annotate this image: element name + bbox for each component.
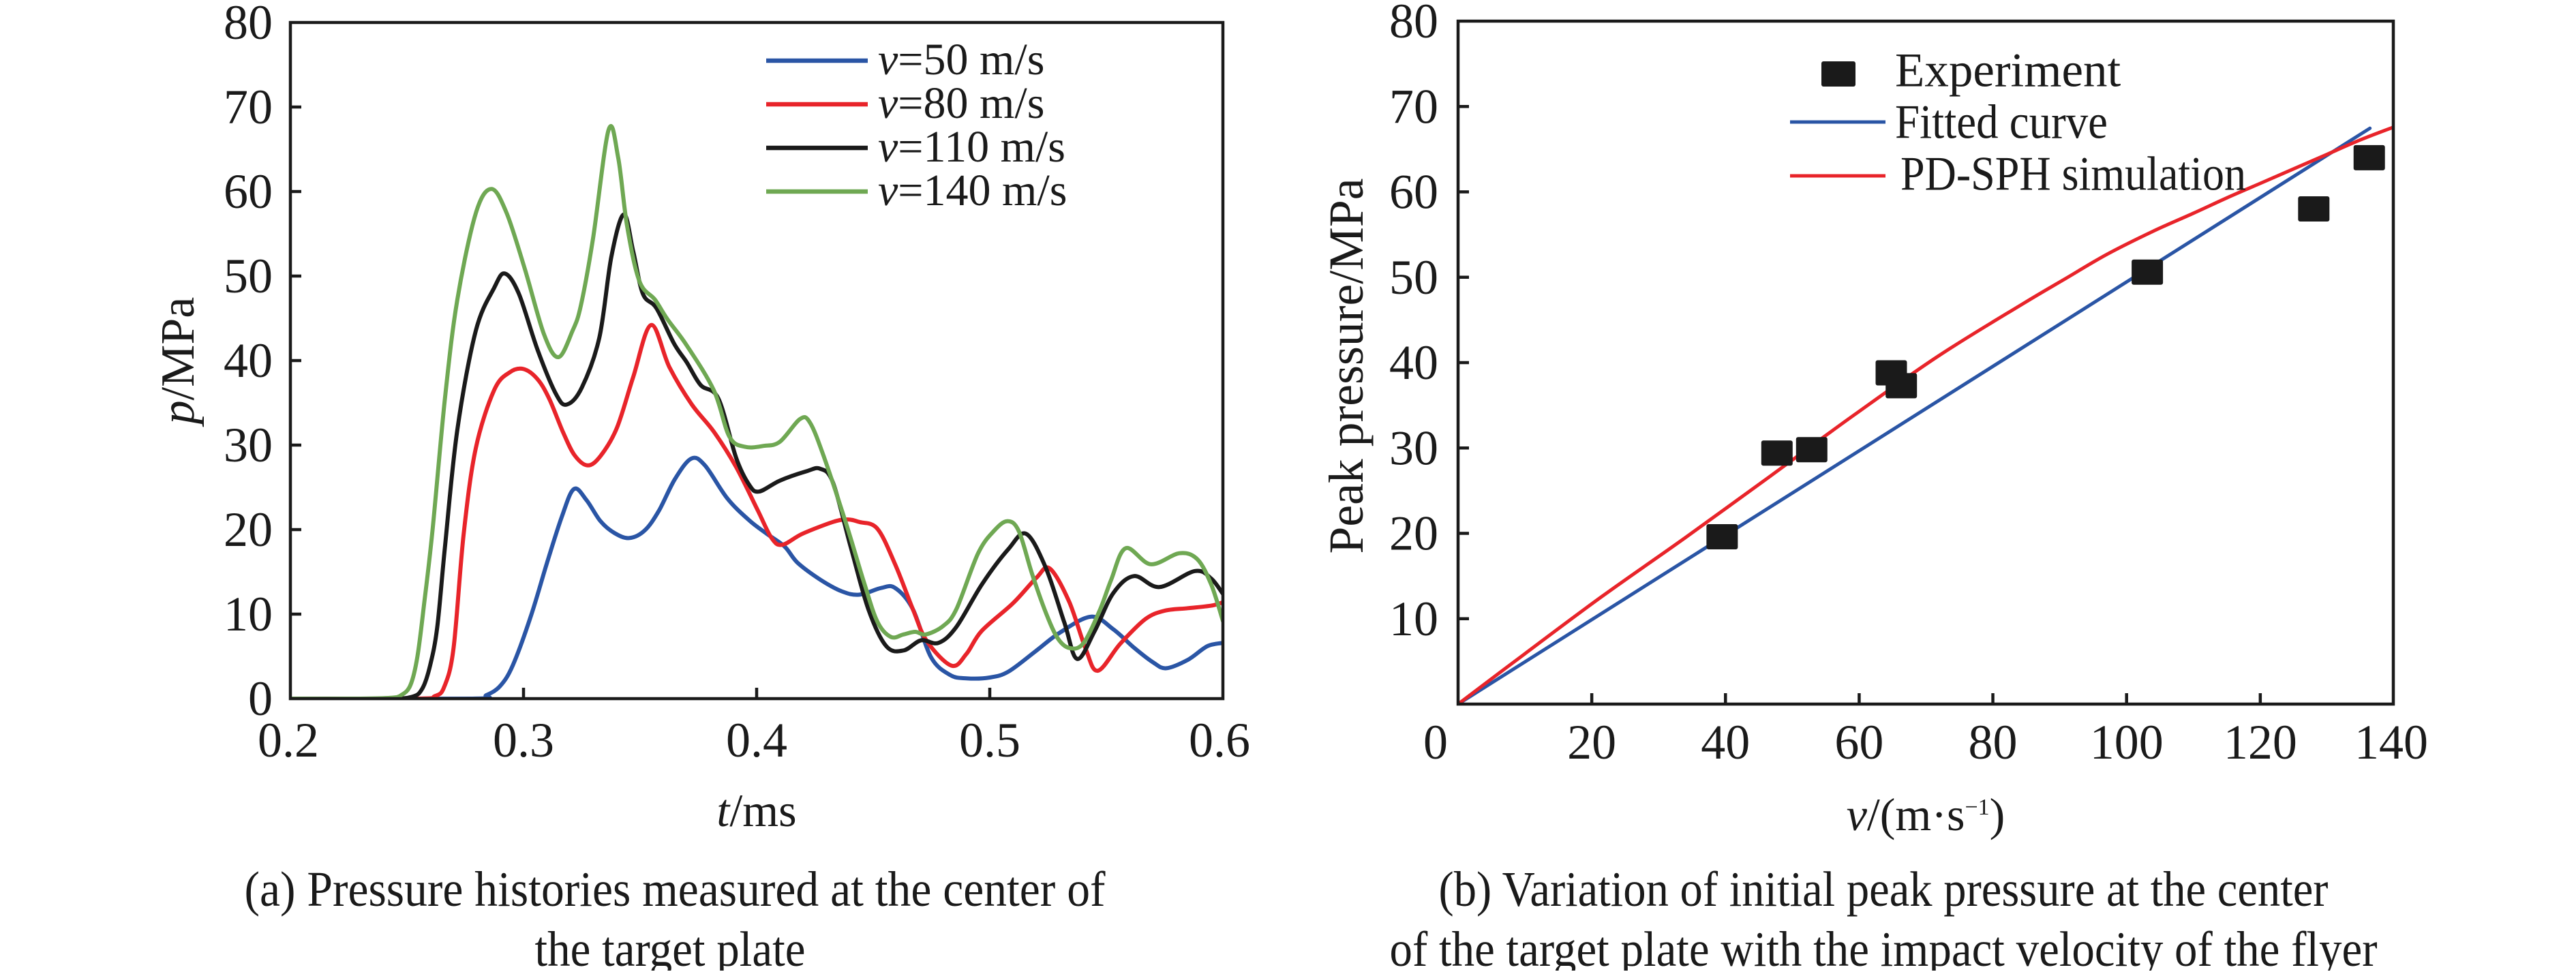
svg-text:140: 140 xyxy=(2354,715,2428,770)
svg-text:v=110 m/s: v=110 m/s xyxy=(878,122,1065,172)
svg-text:Peak pressure/MPa: Peak pressure/MPa xyxy=(1319,179,1374,554)
svg-text:70: 70 xyxy=(224,80,273,134)
svg-text:10: 10 xyxy=(1389,592,1438,646)
svg-text:50: 50 xyxy=(1389,250,1438,305)
svg-text:60: 60 xyxy=(1389,165,1438,219)
svg-text:(b) Variation of initial peak: (b) Variation of initial peak pressure a… xyxy=(1439,862,2329,917)
svg-text:100: 100 xyxy=(2090,715,2164,770)
svg-text:the target plate: the target plate xyxy=(535,922,806,971)
svg-text:70: 70 xyxy=(1389,79,1438,134)
svg-text:30: 30 xyxy=(224,418,273,472)
svg-text:0: 0 xyxy=(248,671,273,726)
svg-text:20: 20 xyxy=(1567,715,1616,770)
svg-text:0.2: 0.2 xyxy=(258,713,319,767)
svg-text:80: 80 xyxy=(1969,715,2018,770)
svg-text:v/(m·s−1): v/(m·s−1) xyxy=(1847,789,2005,840)
svg-text:10: 10 xyxy=(224,587,273,641)
svg-text:40: 40 xyxy=(1389,335,1438,390)
svg-text:80: 80 xyxy=(224,0,273,50)
svg-text:of the target plate with the i: of the target plate with the impact velo… xyxy=(1390,922,2378,971)
svg-text:0.6: 0.6 xyxy=(1189,713,1250,767)
svg-text:60: 60 xyxy=(224,164,273,219)
svg-text:v=140 m/s: v=140 m/s xyxy=(878,166,1067,215)
svg-text:0.4: 0.4 xyxy=(726,713,787,767)
svg-text:Fitted curve: Fitted curve xyxy=(1895,96,2108,149)
svg-text:0.3: 0.3 xyxy=(493,713,554,767)
svg-text:20: 20 xyxy=(224,502,273,557)
svg-text:t/ms: t/ms xyxy=(716,785,796,836)
svg-text:50: 50 xyxy=(224,249,273,303)
svg-text:Experiment: Experiment xyxy=(1895,44,2121,97)
svg-text:80: 80 xyxy=(1389,0,1438,48)
svg-text:20: 20 xyxy=(1389,506,1438,561)
svg-text:40: 40 xyxy=(1701,715,1750,770)
svg-text:0: 0 xyxy=(1423,715,1448,770)
svg-text:v=50 m/s: v=50 m/s xyxy=(878,35,1044,85)
svg-text:30: 30 xyxy=(1389,421,1438,475)
svg-text:(a) Pressure histories measure: (a) Pressure histories measured at the c… xyxy=(245,862,1106,917)
svg-text:PD-SPH simulation: PD-SPH simulation xyxy=(1900,148,2246,201)
svg-text:40: 40 xyxy=(224,333,273,388)
svg-text:60: 60 xyxy=(1834,715,1883,770)
svg-text:0.5: 0.5 xyxy=(959,713,1020,767)
svg-text:p/MPa: p/MPa xyxy=(152,297,204,428)
svg-text:120: 120 xyxy=(2224,715,2297,770)
svg-text:v=80 m/s: v=80 m/s xyxy=(878,78,1044,128)
